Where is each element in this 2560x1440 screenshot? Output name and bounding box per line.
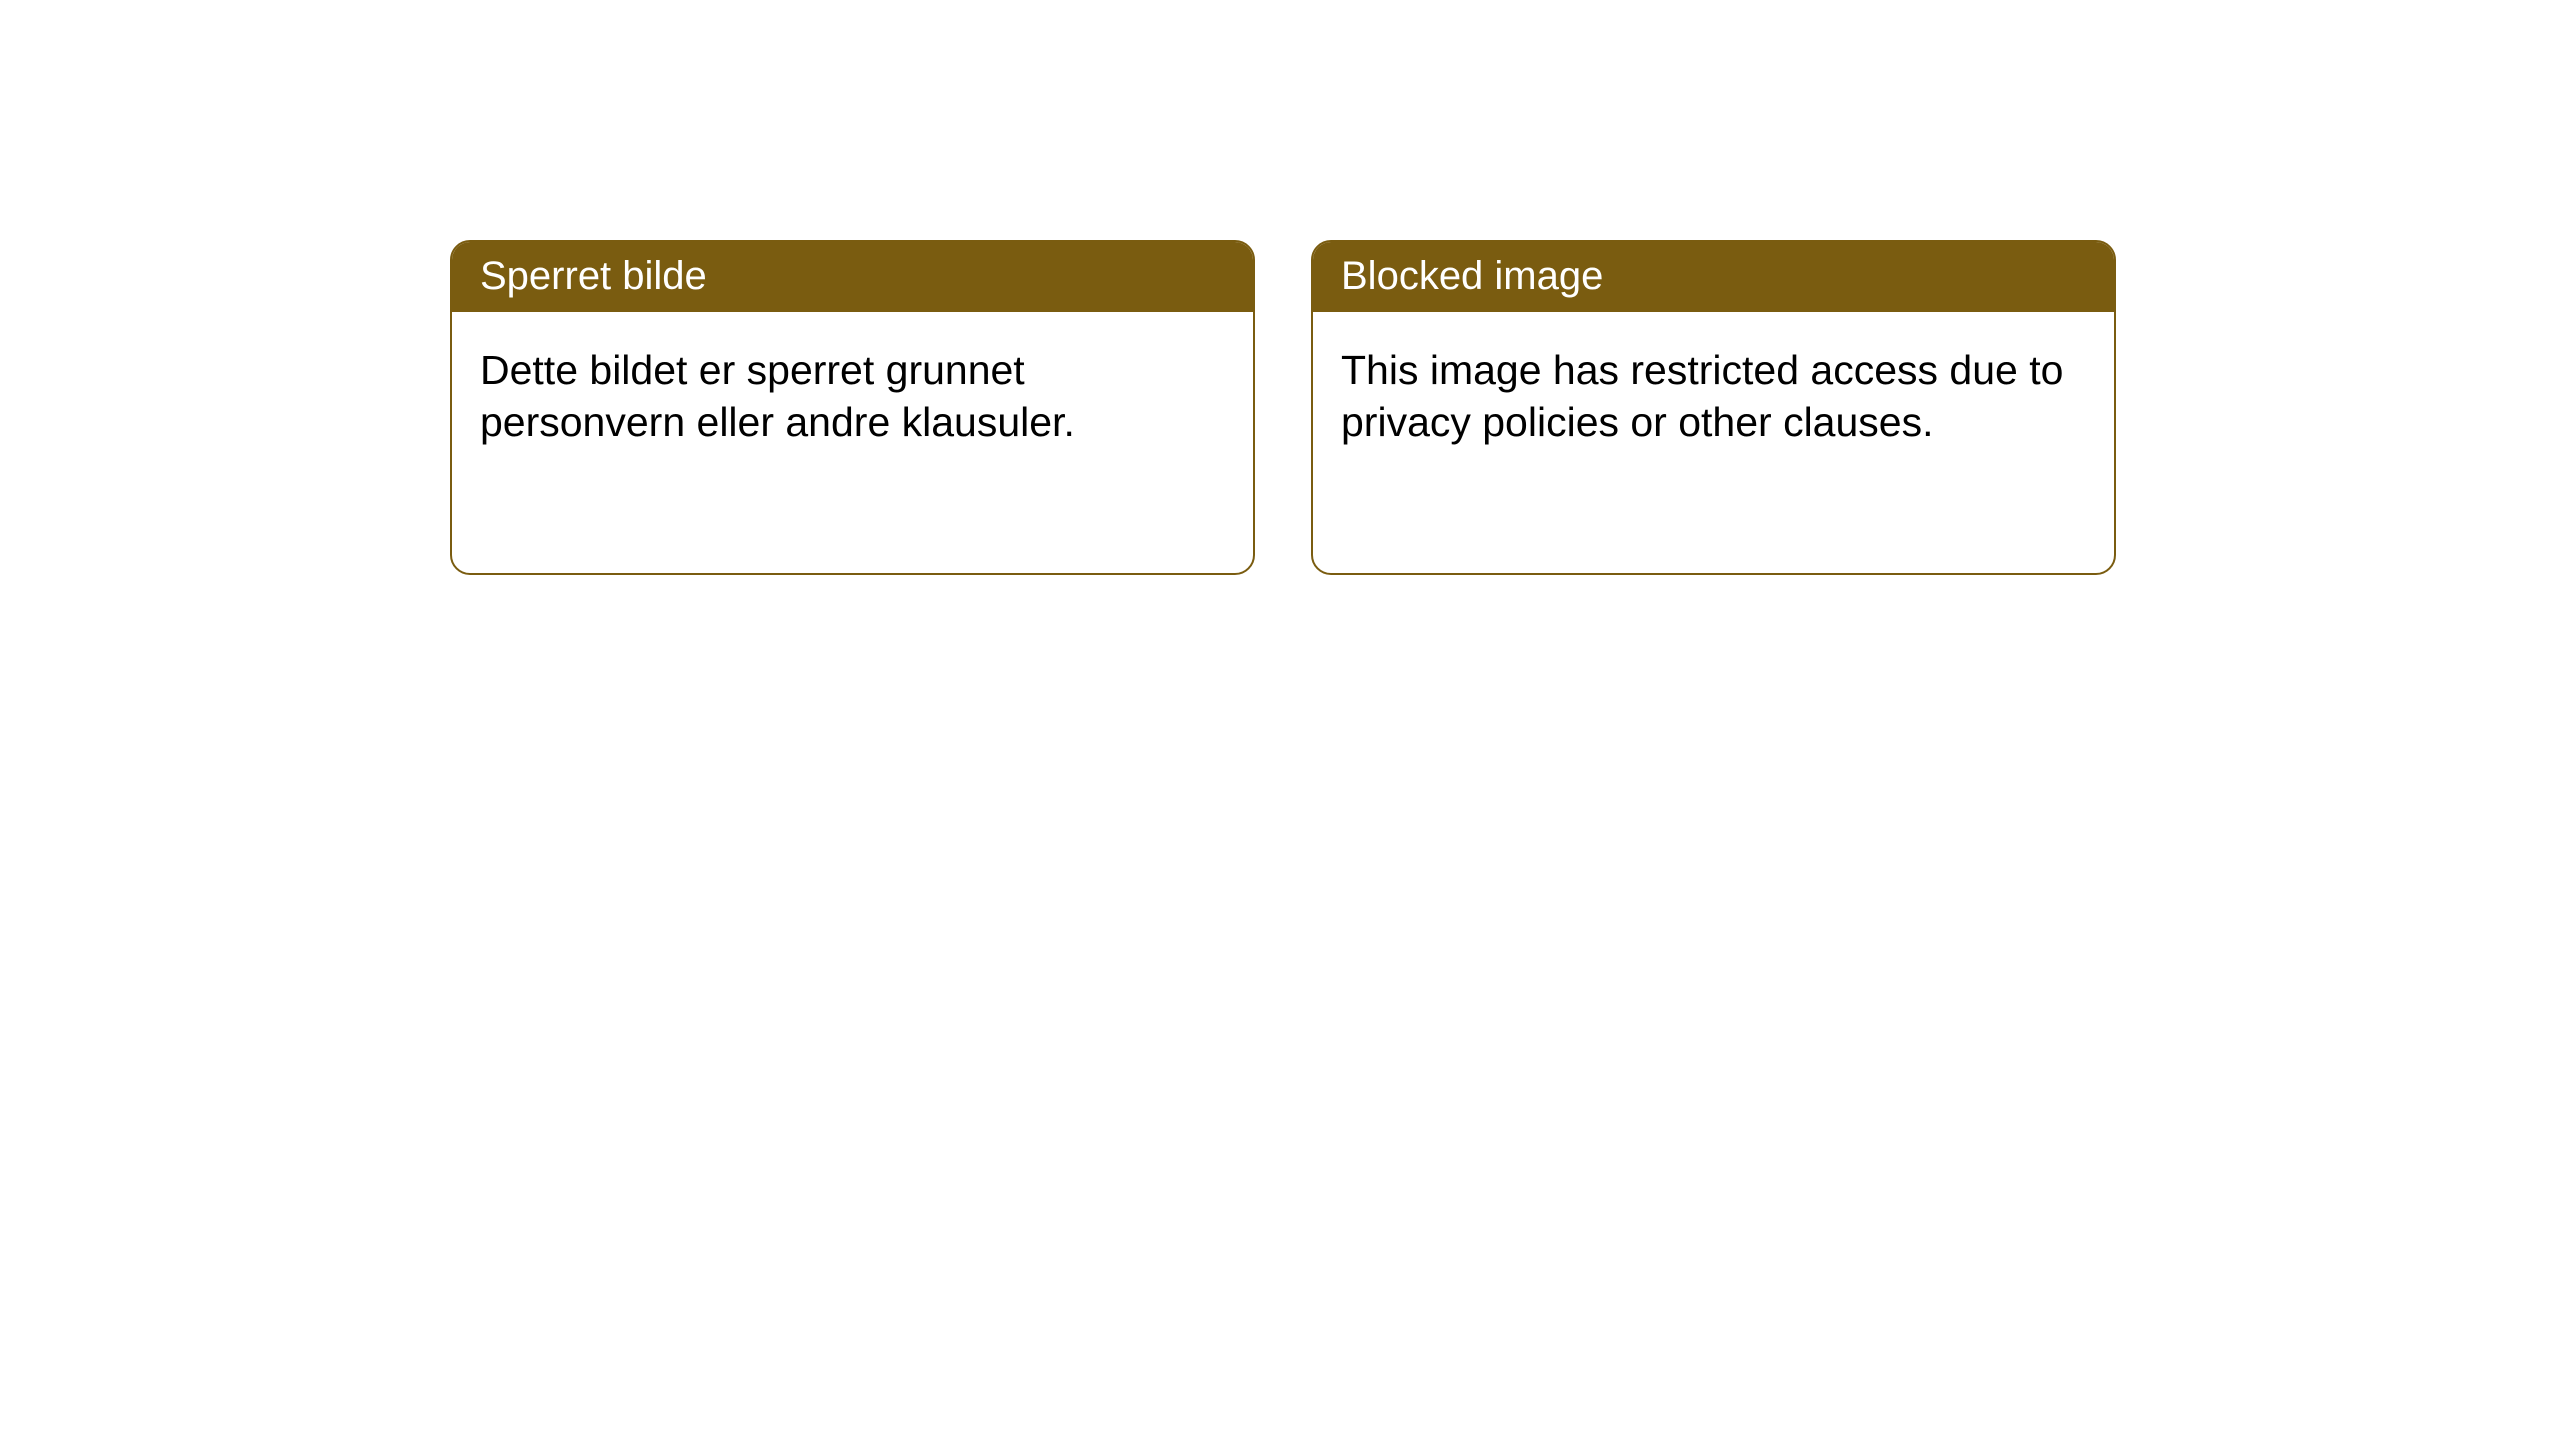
notice-card-title: Blocked image: [1313, 242, 2114, 312]
notice-card-title: Sperret bilde: [452, 242, 1253, 312]
notice-card-english: Blocked image This image has restricted …: [1311, 240, 2116, 575]
notice-card-norwegian: Sperret bilde Dette bildet er sperret gr…: [450, 240, 1255, 575]
notice-card-body: Dette bildet er sperret grunnet personve…: [452, 312, 1253, 481]
notice-card-body: This image has restricted access due to …: [1313, 312, 2114, 481]
notice-container: Sperret bilde Dette bildet er sperret gr…: [0, 0, 2560, 575]
